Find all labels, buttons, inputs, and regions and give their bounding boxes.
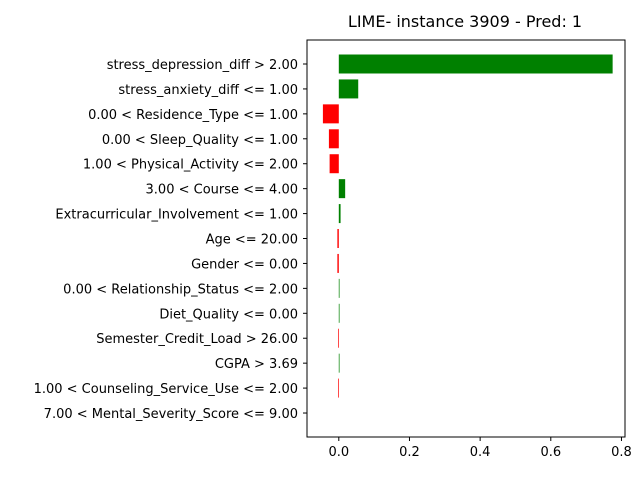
bar-7 bbox=[337, 229, 339, 249]
bar-9 bbox=[338, 278, 340, 298]
bar-5 bbox=[338, 179, 346, 199]
y-tick-label: 7.00 < Mental_Severity_Score <= 9.00 bbox=[44, 407, 298, 422]
y-tick-label: 0.00 < Sleep_Quality <= 1.00 bbox=[102, 133, 298, 148]
bar-2 bbox=[322, 104, 339, 124]
y-tick-label: stress_depression_diff > 2.00 bbox=[107, 58, 298, 73]
bar-13 bbox=[338, 378, 339, 398]
x-tick-label: 0.0 bbox=[328, 445, 349, 460]
y-tick-label: Extracurricular_Involvement <= 1.00 bbox=[55, 208, 298, 223]
x-tick-label: 0.8 bbox=[611, 445, 632, 460]
bar-0 bbox=[338, 54, 613, 74]
bar-12 bbox=[338, 353, 340, 373]
x-tick-label: 0.6 bbox=[540, 445, 561, 460]
y-tick-label: 0.00 < Residence_Type <= 1.00 bbox=[88, 108, 298, 123]
y-tick-label: 0.00 < Relationship_Status <= 2.00 bbox=[63, 282, 298, 297]
y-tick-label: CGPA > 3.69 bbox=[215, 357, 298, 372]
y-tick-label: Age <= 20.00 bbox=[206, 233, 298, 248]
y-tick-label: 3.00 < Course <= 4.00 bbox=[146, 183, 298, 198]
x-tick-label: 0.2 bbox=[399, 445, 420, 460]
y-tick-label: Gender <= 0.00 bbox=[191, 257, 298, 272]
bar-3 bbox=[328, 129, 339, 149]
y-tick-label: Diet_Quality <= 0.00 bbox=[159, 307, 298, 322]
axes-frame bbox=[306, 39, 626, 438]
bar-6 bbox=[338, 204, 341, 224]
y-tick-label: 1.00 < Physical_Activity <= 2.00 bbox=[83, 158, 298, 173]
y-tick-label: 1.00 < Counseling_Service_Use <= 2.00 bbox=[34, 382, 298, 397]
y-tick-label: Semester_Credit_Load > 26.00 bbox=[96, 332, 298, 347]
bar-8 bbox=[337, 253, 339, 273]
bar-1 bbox=[338, 79, 359, 99]
bar-10 bbox=[338, 303, 340, 323]
x-tick-label: 0.4 bbox=[470, 445, 491, 460]
bar-4 bbox=[329, 154, 339, 174]
bar-11 bbox=[338, 328, 339, 348]
chart-title: LIME- instance 3909 - Pred: 1 bbox=[348, 12, 582, 31]
y-tick-label: stress_anxiety_diff <= 1.00 bbox=[118, 83, 298, 98]
plot-area: stress_depression_diff > 2.00 stress_anxi… bbox=[34, 39, 632, 460]
